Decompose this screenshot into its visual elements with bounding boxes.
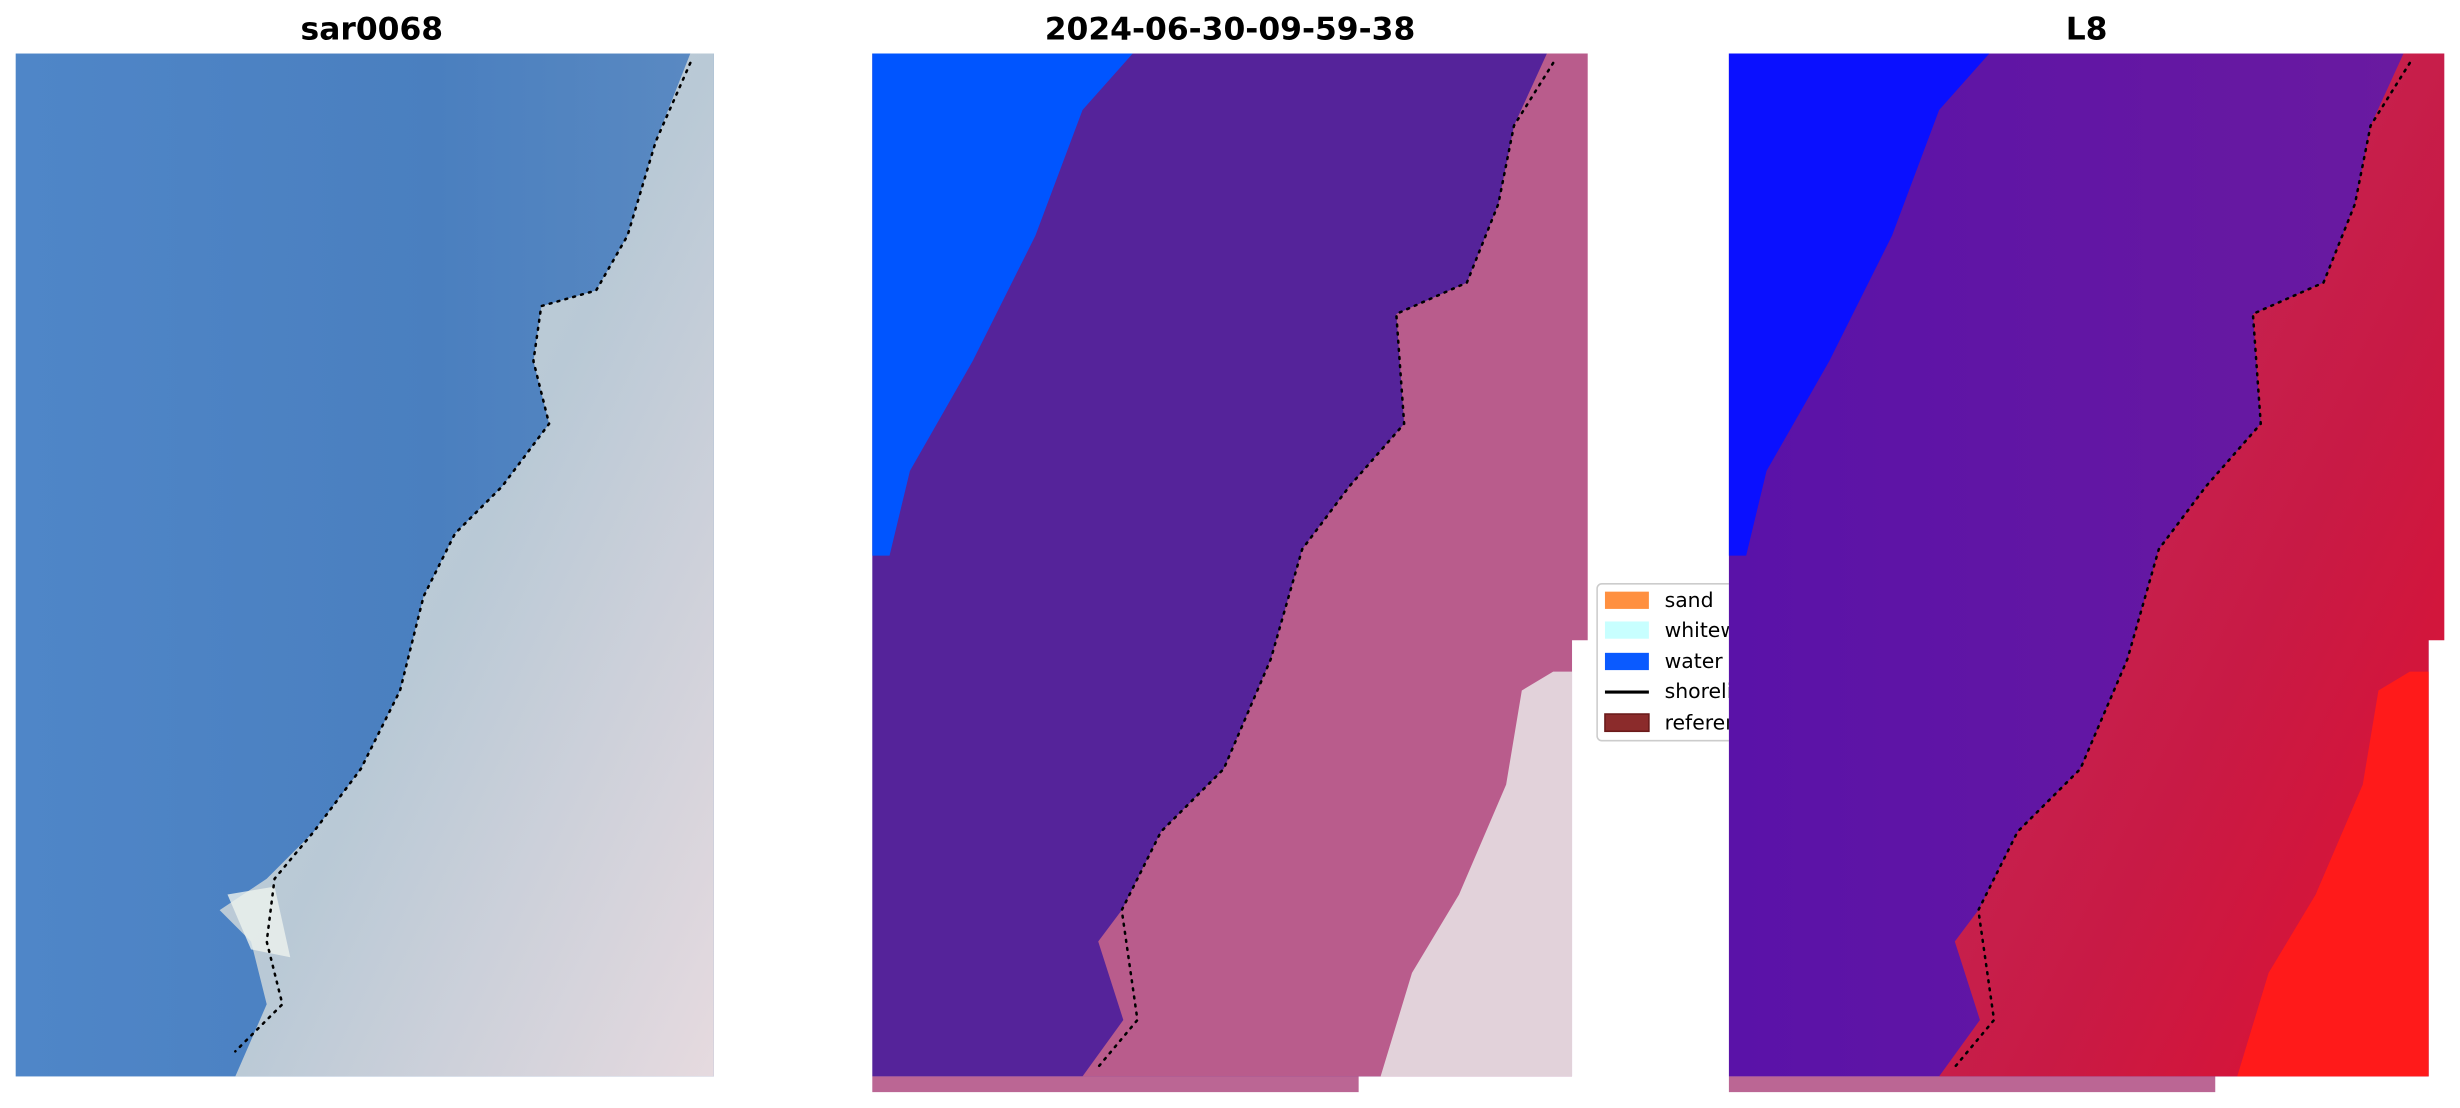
shoreline — [1953, 61, 2412, 1069]
legend-swatch — [1604, 591, 1649, 609]
water-region — [1728, 53, 1990, 556]
strip — [1728, 1076, 2216, 1093]
panel-title: sar0068 — [301, 11, 444, 47]
shoreline — [1096, 61, 1555, 1069]
land-class — [1082, 53, 1588, 1077]
surf — [227, 886, 291, 958]
panel-title: 2024-06-30-09-59-38 — [1045, 11, 1416, 47]
legend-swatch — [1604, 713, 1650, 733]
water-region — [872, 53, 1133, 556]
panel-l8: L8 — [1728, 11, 2460, 1108]
legend-swatch — [1604, 621, 1649, 639]
legend-label: sand — [1665, 588, 1714, 612]
strip — [872, 1076, 1359, 1093]
panel-sar0068: sar0068 — [15, 11, 714, 1077]
land-index — [1939, 53, 2445, 1077]
legend-label: water — [1665, 649, 1724, 673]
bare-region — [1380, 671, 1573, 1077]
panel-date: 2024-06-30-09-59-38 — [872, 11, 1588, 1093]
legend-swatch — [1604, 652, 1649, 671]
panel-title: L8 — [2066, 11, 2108, 47]
bright-region — [2237, 671, 2429, 1077]
land — [219, 53, 714, 1077]
